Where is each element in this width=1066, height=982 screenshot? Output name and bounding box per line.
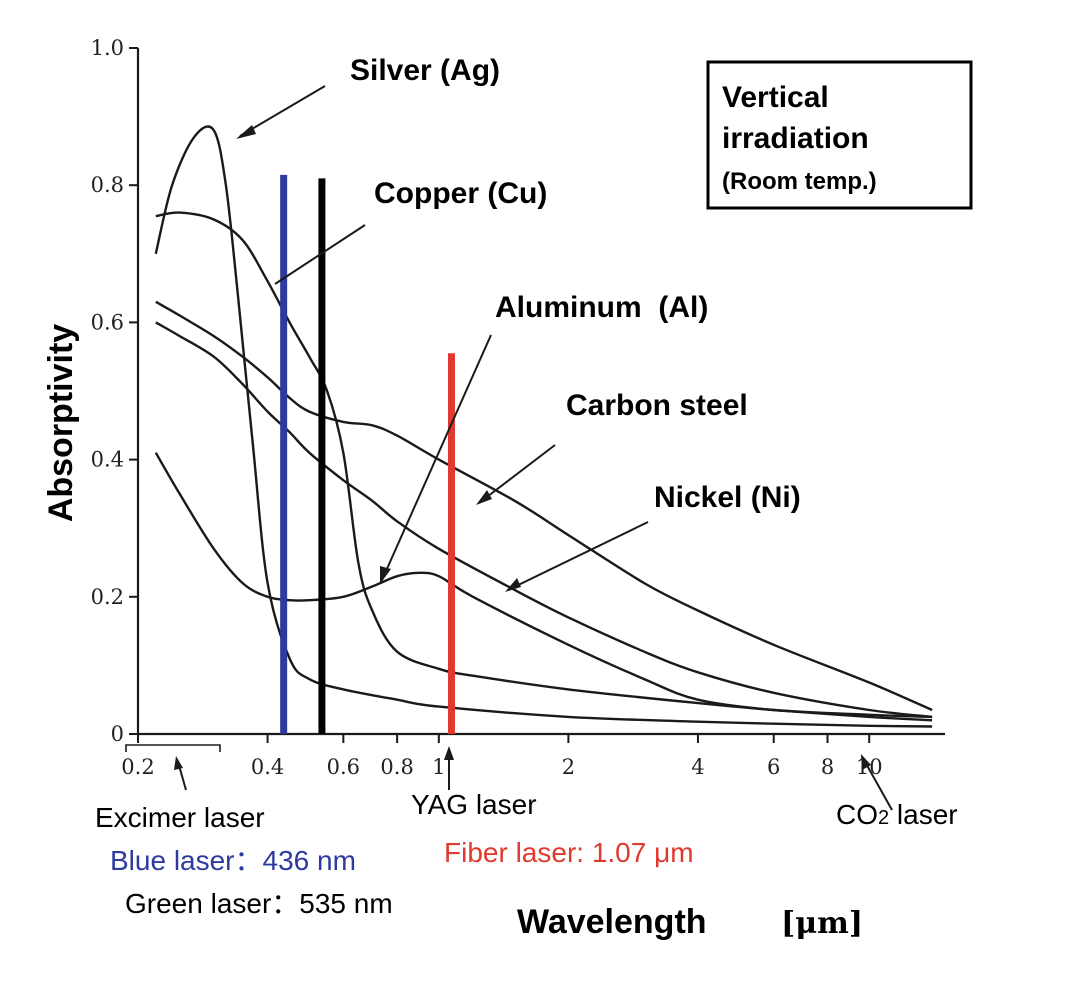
x-tick-label: 0.4 bbox=[251, 755, 284, 779]
x-tick-label: 0.8 bbox=[380, 755, 413, 779]
excimer-arrowhead bbox=[174, 756, 183, 770]
annotation-line2: irradiation bbox=[722, 122, 869, 155]
co2-sub: 2 bbox=[878, 807, 889, 829]
annotation-box bbox=[706, 60, 973, 210]
y-tick-label: 0.8 bbox=[91, 173, 124, 197]
label-copper: Copper (Cu) bbox=[374, 177, 547, 210]
x-tick-label: 8 bbox=[821, 755, 834, 779]
co2-main: CO bbox=[836, 799, 878, 830]
label-nickel: Nickel (Ni) bbox=[654, 481, 801, 514]
label-aluminum: Aluminum (Al) bbox=[495, 291, 708, 324]
label-blue-laser: Blue laser：436 nm bbox=[110, 845, 356, 876]
y-tick-label: 0.4 bbox=[91, 448, 124, 472]
silver-arrowhead bbox=[236, 125, 256, 139]
y-tick-label: 0 bbox=[111, 722, 124, 746]
excimer-brace bbox=[125, 744, 221, 752]
x-tick-label: 0.6 bbox=[327, 755, 360, 779]
y-ticks: 0 0.2 0.4 0.6 0.8 1.0 bbox=[91, 36, 138, 746]
x-tick-label: 10 bbox=[856, 755, 883, 779]
carbon-steel-arrow bbox=[478, 444, 556, 504]
co2-arrow bbox=[863, 759, 893, 811]
label-yag: YAG laser bbox=[411, 789, 537, 820]
y-tick-label: 0.6 bbox=[91, 310, 124, 334]
curve-copper-cu bbox=[155, 211, 933, 722]
annotation-line1: Vertical bbox=[722, 81, 829, 114]
x-axis-title: Wavelength bbox=[517, 903, 707, 941]
label-silver: Silver (Ag) bbox=[350, 54, 500, 87]
curve-carbon-steel bbox=[155, 300, 933, 712]
x-ticks: 0.2 0.4 0.6 0.8 1 2 4 6 8 10 bbox=[121, 734, 883, 779]
nickel-arrowhead bbox=[505, 578, 521, 592]
label-co2: CO2 laser bbox=[836, 799, 958, 830]
curve-aluminum-al bbox=[154, 452, 933, 719]
annotation-line3: (Room temp.) bbox=[722, 168, 877, 195]
x-tick-label: 2 bbox=[562, 755, 575, 779]
aluminum-arrow bbox=[381, 334, 492, 581]
copper-arrow bbox=[274, 224, 366, 285]
curve-silver-ag bbox=[154, 125, 933, 728]
y-tick-label: 1.0 bbox=[91, 36, 124, 60]
co2-tail: laser bbox=[889, 799, 957, 830]
x-tick-label: 6 bbox=[767, 755, 780, 779]
label-excimer: Excimer laser bbox=[95, 802, 265, 833]
yag-arrowhead bbox=[444, 746, 454, 760]
aluminum-arrowhead bbox=[380, 566, 391, 584]
x-tick-label: 1 bbox=[432, 755, 445, 779]
label-green-laser: Green laser：535 nm bbox=[125, 888, 393, 919]
y-tick-label: 0.2 bbox=[91, 585, 124, 609]
curve-nickel-ni bbox=[155, 321, 933, 719]
carbon-steel-arrowhead bbox=[476, 490, 492, 505]
nickel-arrow bbox=[507, 521, 649, 591]
silver-arrow bbox=[239, 85, 326, 137]
label-fiber-laser: Fiber laser: 1.07 μm bbox=[444, 837, 694, 868]
laser-lines bbox=[280, 174, 455, 734]
y-axis-title: Absorptivity bbox=[42, 324, 80, 522]
co2-arrowhead bbox=[861, 754, 871, 770]
label-carbon-steel: Carbon steel bbox=[566, 389, 748, 422]
x-tick-label: 0.2 bbox=[121, 755, 154, 779]
x-axis-unit: [μm] bbox=[781, 906, 863, 941]
curves bbox=[154, 125, 933, 728]
x-tick-label: 4 bbox=[691, 755, 704, 779]
